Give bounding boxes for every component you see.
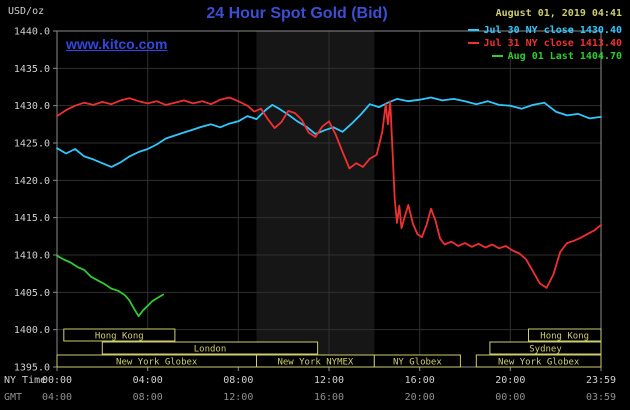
x-axis-label-ny: 04:00 <box>133 375 163 386</box>
y-axis-label: 1420.0 <box>14 176 50 187</box>
x-axis-label-gmt: 08:00 <box>133 392 163 403</box>
x-axis-label-gmt: 12:00 <box>223 392 253 403</box>
x-axis-label-gmt: 00:00 <box>495 392 525 403</box>
session-label: New York NYMEX <box>277 358 353 368</box>
x-axis-label-gmt: 16:00 <box>314 392 344 403</box>
session-box <box>489 341 602 355</box>
y-axis-label: 1415.0 <box>14 213 50 224</box>
y-axis-label: 1435.0 <box>14 64 50 75</box>
session-label: New York Globex <box>498 358 580 368</box>
x-axis-label-ny: 20:00 <box>495 375 525 386</box>
chart-datetime: August 01, 2019 04:41 <box>495 8 622 19</box>
y-axis-label: 1430.0 <box>14 101 50 112</box>
page-title: 24 Hour Spot Gold (Bid) <box>206 5 388 22</box>
x-axis-ny-caption: NY Time <box>4 375 46 386</box>
session-label: London <box>194 345 227 355</box>
y-axis-label: 1400.0 <box>14 325 50 336</box>
session-label: Hong Kong <box>95 332 144 342</box>
x-axis-label-ny: 12:00 <box>314 375 344 386</box>
kitco-watermark-link[interactable]: www.kitco.com <box>66 36 168 52</box>
y-axis-label: 1425.0 <box>14 139 50 150</box>
x-axis-label-ny: 08:00 <box>223 375 253 386</box>
nymex-session-band <box>256 31 375 367</box>
x-axis-label-ny: 23:59 <box>586 375 616 386</box>
x-axis-label-ny: 00:00 <box>42 375 72 386</box>
legend-item-jul31: Jul 31 NY close 1413.40 <box>467 37 622 50</box>
y-axis-units-label: USD/oz <box>8 6 45 17</box>
y-axis-label: 1395.0 <box>14 363 50 374</box>
y-axis-label: 1405.0 <box>14 288 50 299</box>
session-box <box>373 354 461 368</box>
session-box <box>475 354 602 368</box>
x-axis-gmt-caption: GMT <box>4 392 22 403</box>
legend-line-marker-aug01 <box>491 55 503 57</box>
legend-label-jul30: Jul 30 NY close 1430.40 <box>483 25 622 36</box>
session-label: NY Globex <box>393 358 442 368</box>
legend-line-marker-jul30 <box>467 29 479 31</box>
x-axis-label-gmt: 03:59 <box>586 392 616 403</box>
session-box <box>528 328 602 342</box>
legend-label-aug01: Aug 01 Last 1404.70 <box>507 51 622 62</box>
session-box <box>101 341 319 355</box>
y-axis-label: 1440.0 <box>14 27 50 38</box>
series-line-aug-01 <box>56 254 165 318</box>
series-line-jul-31 <box>56 96 602 289</box>
session-label: New York Globex <box>116 358 198 368</box>
x-axis-label-gmt: 04:00 <box>42 392 72 403</box>
x-axis-label-gmt: 20:00 <box>405 392 435 403</box>
legend-line-marker-jul31 <box>467 42 479 44</box>
session-label: Sydney <box>529 345 562 355</box>
chart-legend: Jul 30 NY close 1430.40 Jul 31 NY close … <box>467 24 622 63</box>
session-label: Hong Kong <box>540 332 589 342</box>
legend-label-jul31: Jul 31 NY close 1413.40 <box>483 38 622 49</box>
session-box <box>63 328 176 342</box>
legend-item-aug01: Aug 01 Last 1404.70 <box>468 50 622 63</box>
x-axis-label-ny: 16:00 <box>405 375 435 386</box>
legend-item-jul30: Jul 30 NY close 1430.40 <box>467 24 622 37</box>
y-axis-label: 1410.0 <box>14 251 50 262</box>
